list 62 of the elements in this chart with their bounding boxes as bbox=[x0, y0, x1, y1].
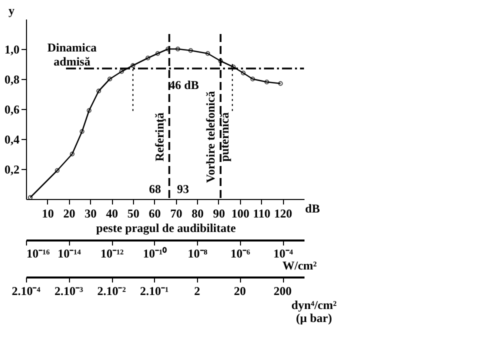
text: 2.10⁻⁴ bbox=[12, 284, 41, 298]
x-tick-label: 20 bbox=[63, 206, 76, 220]
x2-tick-label: 10⁻¹⁶ bbox=[26, 246, 50, 260]
y-tick-label: 1,0 bbox=[4, 42, 20, 56]
text: 20 bbox=[234, 284, 246, 298]
annotation: 46 dB bbox=[169, 78, 199, 92]
text: 2.10⁻³ bbox=[54, 284, 84, 298]
x-tick-label: 40 bbox=[106, 206, 118, 220]
ref-line-label: Dinamica admisă bbox=[47, 40, 97, 68]
x2-tick-label: 10⁻⁶ bbox=[230, 246, 251, 260]
point bbox=[96, 88, 102, 94]
text: 2 bbox=[194, 284, 200, 298]
y-tick-label: 0,4 bbox=[4, 132, 20, 146]
x-tick-label: 100 bbox=[231, 206, 250, 220]
x2-tick-label: 10⁻¹² bbox=[100, 246, 124, 260]
point bbox=[70, 152, 75, 156]
x-tick-label: 60 bbox=[148, 206, 161, 220]
text: 200 bbox=[274, 284, 292, 298]
text: 2.10⁻¹ bbox=[140, 284, 170, 298]
y-axis-title: y bbox=[8, 4, 14, 18]
ref-line-label: Vorbire telefonică puternică bbox=[204, 91, 232, 183]
annotation: 93 bbox=[177, 182, 189, 196]
text: peste pragul de audibilitate bbox=[96, 221, 237, 235]
point bbox=[264, 80, 270, 84]
x-tick-label: 70 bbox=[170, 206, 182, 220]
y-tick-label: 0,8 bbox=[4, 72, 20, 86]
x2-tick-label: 10⁻⁸ bbox=[188, 246, 208, 260]
annotation: 68 bbox=[149, 182, 161, 196]
x-tick-label: 50 bbox=[127, 206, 140, 220]
point bbox=[188, 48, 194, 53]
point bbox=[119, 69, 124, 74]
x-axis-title: dB bbox=[305, 202, 320, 216]
point bbox=[80, 129, 84, 134]
x2-axis-title: W/cm² bbox=[282, 258, 318, 272]
point bbox=[231, 64, 236, 70]
y-tick-label: 0,2 bbox=[4, 162, 20, 176]
x2-tick-label: 10⁻¹⁴ bbox=[58, 246, 82, 260]
point bbox=[86, 108, 92, 113]
point bbox=[54, 168, 60, 173]
point bbox=[155, 51, 160, 56]
point bbox=[166, 46, 170, 52]
point bbox=[130, 63, 136, 68]
x-tick-label: 110 bbox=[253, 206, 270, 220]
y-tick-label: 0,6 bbox=[4, 102, 20, 116]
text: (µ bar) bbox=[296, 311, 332, 325]
x-tick-label: 90 bbox=[212, 206, 225, 220]
text: dyn⁴/cm² bbox=[291, 298, 337, 312]
point bbox=[175, 46, 180, 52]
x-tick-label: 30 bbox=[84, 206, 97, 220]
x2-tick-label: 10⁻⁴ bbox=[273, 246, 294, 260]
x-tick-label: 10 bbox=[42, 206, 54, 220]
point bbox=[240, 70, 246, 76]
text: 2.10⁻² bbox=[97, 284, 126, 298]
point bbox=[146, 56, 150, 60]
ref-line-label: Referinţă bbox=[152, 112, 166, 162]
point bbox=[250, 76, 256, 82]
x2-tick-label: 10⁻¹⁰ bbox=[143, 246, 168, 260]
x-tick-label: 80 bbox=[192, 206, 204, 220]
point bbox=[107, 76, 112, 82]
point bbox=[205, 51, 210, 56]
x-tick-label: 120 bbox=[274, 206, 292, 220]
point bbox=[218, 58, 223, 64]
